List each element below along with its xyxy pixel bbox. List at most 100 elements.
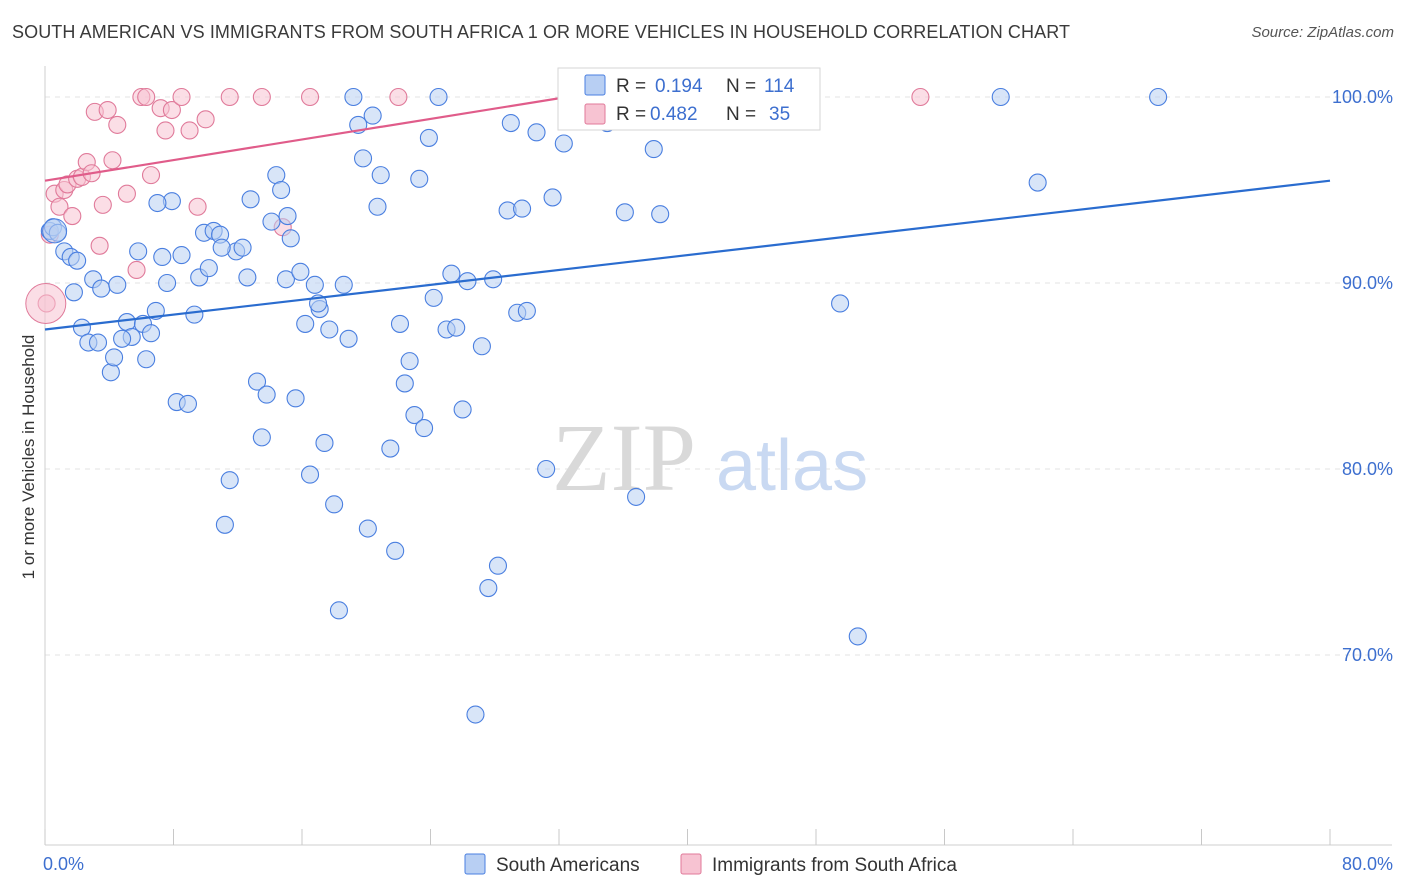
south-american-point <box>386 541 405 560</box>
south-africa-point <box>220 87 239 107</box>
south-american-point <box>185 305 204 324</box>
south-africa-point <box>389 87 408 107</box>
legend-r-label-2: R = <box>616 104 646 125</box>
south-american-point <box>501 113 520 133</box>
south-american-point <box>466 705 485 724</box>
legend-n-label-1: N = <box>726 76 756 97</box>
south-american-point <box>212 238 231 257</box>
trend-line-south-americans <box>44 179 1331 331</box>
source-label: Source: ZipAtlas.com <box>1251 24 1394 41</box>
south-africa-point <box>188 197 207 216</box>
south-american-point <box>991 87 1010 107</box>
south-american-point <box>220 471 239 490</box>
south-africa-point <box>137 87 156 107</box>
south-american-point <box>371 166 390 185</box>
south-american-point <box>488 556 508 575</box>
x-tick-label-max: 80.0% <box>1342 854 1393 874</box>
south-american-point <box>241 190 260 209</box>
south-american-point <box>831 294 850 313</box>
series-legend-swatch-south-africa <box>680 853 702 875</box>
south-american-point <box>105 348 124 367</box>
south-american-point <box>178 394 198 413</box>
south-american-point <box>137 350 156 369</box>
grid-lines: 70.0% 80.0% 90.0% 100.0% <box>45 87 1393 665</box>
south-american-point <box>320 320 339 339</box>
watermark-zip: ZIP <box>552 404 696 511</box>
south-american-point <box>158 273 177 293</box>
south-american-point <box>334 275 353 294</box>
south-africa-point <box>117 184 136 203</box>
south-american-point <box>247 372 267 391</box>
south-american-point <box>238 268 257 287</box>
south-american-point <box>172 246 191 265</box>
south-american-point <box>344 87 363 107</box>
south-american-point <box>395 374 414 393</box>
south-africa-point-large <box>25 282 67 324</box>
chart-title: SOUTH AMERICAN VS IMMIGRANTS FROM SOUTH … <box>12 22 1071 42</box>
x-tick-label-min: 0.0% <box>43 854 84 874</box>
south-american-point <box>848 627 867 646</box>
south-american-point <box>353 149 373 168</box>
south-american-point <box>276 270 295 289</box>
south-american-point-large <box>42 218 68 244</box>
south-american-point <box>92 279 111 298</box>
south-american-point <box>513 199 532 218</box>
south-africa-point <box>196 110 215 129</box>
south-american-point <box>68 251 87 270</box>
trend-lines <box>44 95 1331 331</box>
south-american-point <box>101 363 120 382</box>
axes <box>44 66 1392 846</box>
legend-r-value-2: 0.482 <box>650 104 698 125</box>
south-american-point <box>278 206 297 226</box>
south-africa-point <box>172 87 191 107</box>
south-american-point <box>543 188 562 207</box>
south-american-point <box>72 318 91 337</box>
y-axis-title: 1 or more Vehicles in Household <box>19 335 38 580</box>
south-american-point <box>517 301 536 320</box>
south-american-point <box>325 495 344 514</box>
south-american-point <box>262 212 281 231</box>
south-american-point <box>252 428 271 447</box>
south-american-point <box>442 264 461 283</box>
south-american-point <box>527 123 546 142</box>
south-american-point <box>300 465 320 484</box>
y-tick-label: 90.0% <box>1342 273 1393 293</box>
south-american-point <box>113 329 132 348</box>
south-american-point <box>429 87 448 107</box>
south-africa-point <box>911 87 930 107</box>
legend-r-label-1: R = <box>616 76 646 97</box>
legend-n-value-1: 114 <box>764 76 795 97</box>
south-american-point <box>472 337 491 356</box>
south-africa-point <box>90 236 109 255</box>
south-africa-point <box>103 151 122 170</box>
south-american-point <box>358 519 377 538</box>
south-american-point <box>651 205 670 224</box>
correlation-legend: R = 0.194 N = 114 R = 0.482 N = 35 <box>557 67 821 131</box>
south-american-point <box>233 238 252 257</box>
south-africa-point <box>50 197 69 216</box>
watermark: ZIP atlas <box>552 404 868 511</box>
series-legend-swatch-south-americans <box>464 853 486 875</box>
series-legend-label-south-americans: South Americans <box>496 855 640 876</box>
south-american-point <box>368 197 387 216</box>
south-american-point <box>627 487 646 506</box>
south-american-point <box>153 247 172 267</box>
series-legend: South Americans Immigrants from South Af… <box>464 853 957 876</box>
south-american-point <box>363 106 382 125</box>
south-american-point <box>1149 87 1168 107</box>
legend-swatch-blue <box>584 74 606 96</box>
south-africa-point <box>141 166 161 185</box>
legend-swatch-pink <box>584 103 606 125</box>
south-american-point <box>419 128 438 147</box>
south-american-point <box>381 439 400 458</box>
south-american-point <box>644 140 663 159</box>
south-africa-point <box>162 100 181 120</box>
south-american-point <box>537 459 556 479</box>
south-american-point <box>554 134 573 153</box>
legend-n-value-2: 35 <box>769 104 790 125</box>
south-africa-point <box>127 260 146 280</box>
south-american-point <box>215 515 234 534</box>
south-american-point <box>296 314 315 333</box>
south-american-point <box>286 389 305 408</box>
